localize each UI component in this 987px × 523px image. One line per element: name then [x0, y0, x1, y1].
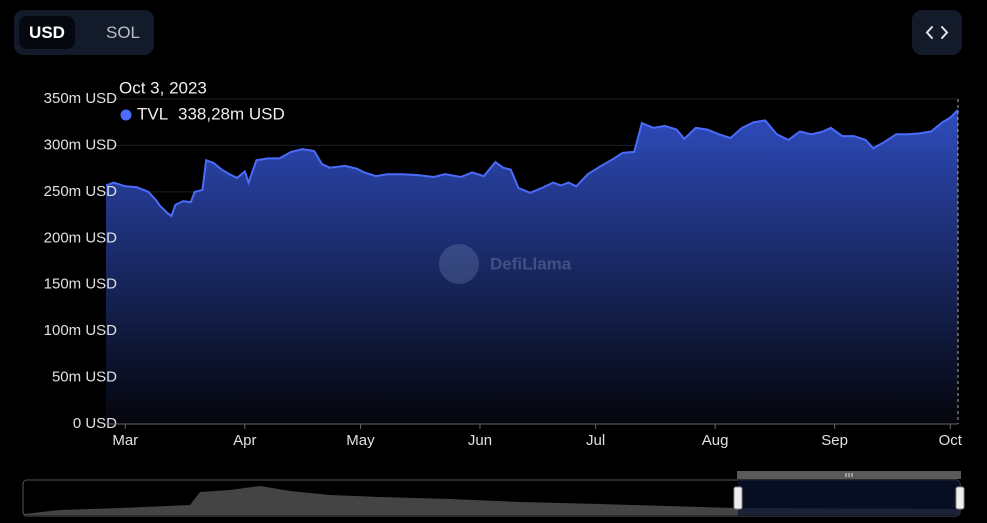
x-tick-label: Aug: [702, 432, 729, 449]
x-tick-label: Sep: [821, 432, 848, 449]
area: [106, 109, 958, 425]
navigator-selection[interactable]: [738, 480, 960, 516]
tooltip-date: Oct 3, 2023: [119, 78, 207, 97]
x-tick-label: May: [346, 432, 375, 449]
usd-button[interactable]: USD: [19, 16, 75, 49]
y-tick-label: 200m USD: [44, 229, 118, 246]
tooltip-series: TVL: [137, 104, 168, 123]
y-tick-label: 100m USD: [44, 322, 118, 339]
legend-dot: [120, 109, 132, 121]
watermark-text: DefiLlama: [490, 254, 572, 273]
navigator-handle[interactable]: [733, 486, 743, 510]
y-tick-label: 0 USD: [73, 415, 117, 432]
y-tick-label: 350m USD: [44, 90, 118, 107]
tooltip-value: 338,28m USD: [178, 104, 285, 123]
watermark: DefiLlama: [439, 244, 572, 284]
series: [105, 109, 959, 425]
x-tick-label: Oct: [939, 432, 963, 449]
x-tick-label: Mar: [112, 432, 138, 449]
currency-toggle: USD SOL: [14, 10, 154, 55]
y-tick-label: 50m USD: [52, 369, 117, 386]
y-tick-label: 150m USD: [44, 276, 118, 293]
navigator-area: [24, 486, 960, 515]
x-tick-label: Jun: [468, 432, 492, 449]
navigator-handle[interactable]: [955, 486, 965, 510]
sol-button[interactable]: SOL: [105, 23, 141, 42]
y-tick-label: 300m USD: [44, 136, 118, 153]
embed-icon: [925, 26, 949, 39]
x-tick-label: Apr: [233, 432, 256, 449]
embed-button[interactable]: [912, 10, 962, 55]
line: [105, 109, 959, 218]
y-tick-label: 250m USD: [44, 183, 118, 200]
x-tick-label: Jul: [586, 432, 605, 449]
navigator-grip: [845, 473, 853, 477]
